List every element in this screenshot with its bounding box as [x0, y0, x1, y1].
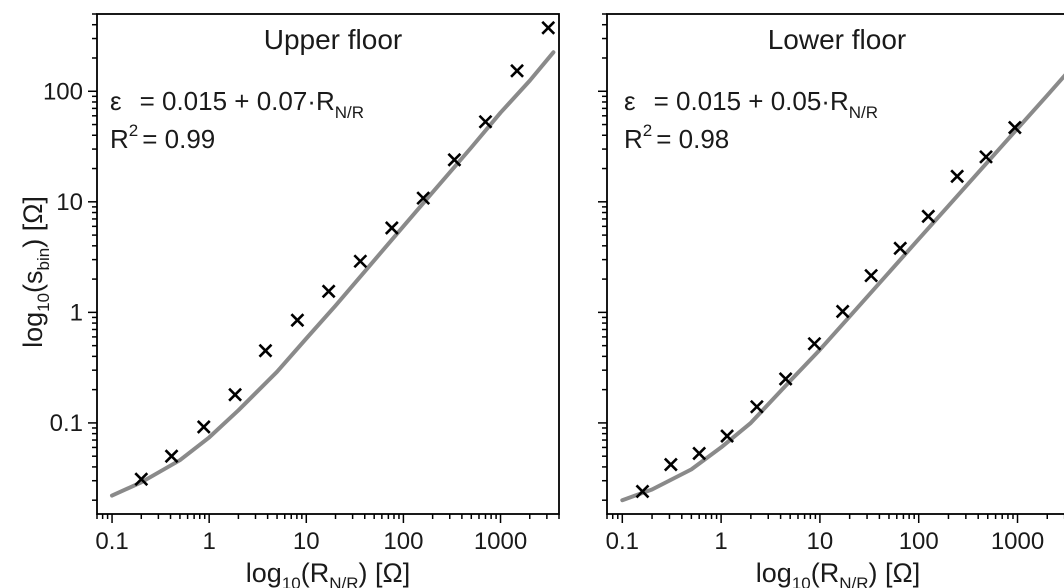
- r-squared-annotation: R2 = 0.99: [110, 121, 215, 154]
- panel-title: Upper floor: [264, 24, 403, 55]
- data-point: [258, 343, 273, 358]
- y-axis-label: log10(sbin) [Ω]: [18, 196, 53, 348]
- fit-line: [110, 50, 556, 498]
- data-point: [720, 429, 735, 444]
- data-point: [134, 472, 149, 487]
- data-point: [196, 420, 211, 434]
- r-squared-annotation: R2 = 0.98: [624, 121, 729, 154]
- y-tick-label: 10: [56, 189, 83, 216]
- data-point: [835, 304, 850, 319]
- x-axis-label: log10(RN/R) [Ω]: [756, 558, 920, 588]
- data-point: [635, 484, 650, 499]
- data-point: [1007, 120, 1022, 135]
- data-point: [447, 152, 462, 167]
- x-tick-label: 1000: [474, 528, 527, 555]
- x-tick-label: 100: [383, 528, 423, 555]
- data-point: [950, 169, 965, 184]
- x-tick-label: 1: [714, 528, 727, 555]
- x-tick-label: 1: [202, 528, 215, 555]
- data-point: [864, 268, 879, 283]
- equation-annotation: ε = 0.015 + 0.07·RN/R: [110, 86, 364, 122]
- panel-title: Lower floor: [768, 24, 907, 55]
- y-tick-label: 1: [70, 299, 83, 326]
- equation-annotation: ε = 0.015 + 0.05·RN/R: [624, 86, 878, 122]
- data-point: [228, 387, 243, 402]
- data-point: [692, 446, 707, 461]
- lower-floor-panel: Lower floor ε = 0.015 + 0.05·RN/R R2 = 0.9…: [598, 13, 1064, 588]
- data-point: [778, 372, 793, 386]
- data-point: [921, 209, 936, 224]
- data-point: [290, 313, 305, 328]
- plot-frame: [96, 13, 560, 515]
- data-point: [416, 191, 431, 206]
- data-point: [807, 336, 822, 351]
- data-point: [541, 20, 556, 35]
- data-point: [164, 449, 179, 464]
- data-point: [478, 114, 493, 129]
- plot-frame: [606, 13, 1064, 515]
- data-point: [749, 399, 764, 414]
- x-tick-label: 100: [899, 528, 939, 555]
- x-tick-label: 10: [293, 528, 320, 555]
- data-point: [384, 221, 399, 235]
- data-point: [663, 457, 678, 472]
- data-point: [893, 241, 908, 256]
- y-tick-label: 0.1: [50, 410, 83, 437]
- upper-floor-panel: Upper floor ε = 0.015 + 0.07·RN/R R2 = 0.9…: [18, 13, 560, 588]
- data-point: [321, 284, 336, 299]
- x-tick-label: 0.1: [95, 528, 128, 555]
- x-tick-label: 0.1: [606, 528, 639, 555]
- y-tick-label: 100: [43, 78, 83, 105]
- x-tick-label: 1000: [991, 528, 1044, 555]
- x-axis-label: log10(RN/R) [Ω]: [246, 558, 410, 588]
- fit-line: [620, 73, 1064, 503]
- data-point: [510, 63, 524, 78]
- data-point: [979, 149, 993, 164]
- data-point: [353, 254, 368, 269]
- x-tick-label: 10: [807, 528, 834, 555]
